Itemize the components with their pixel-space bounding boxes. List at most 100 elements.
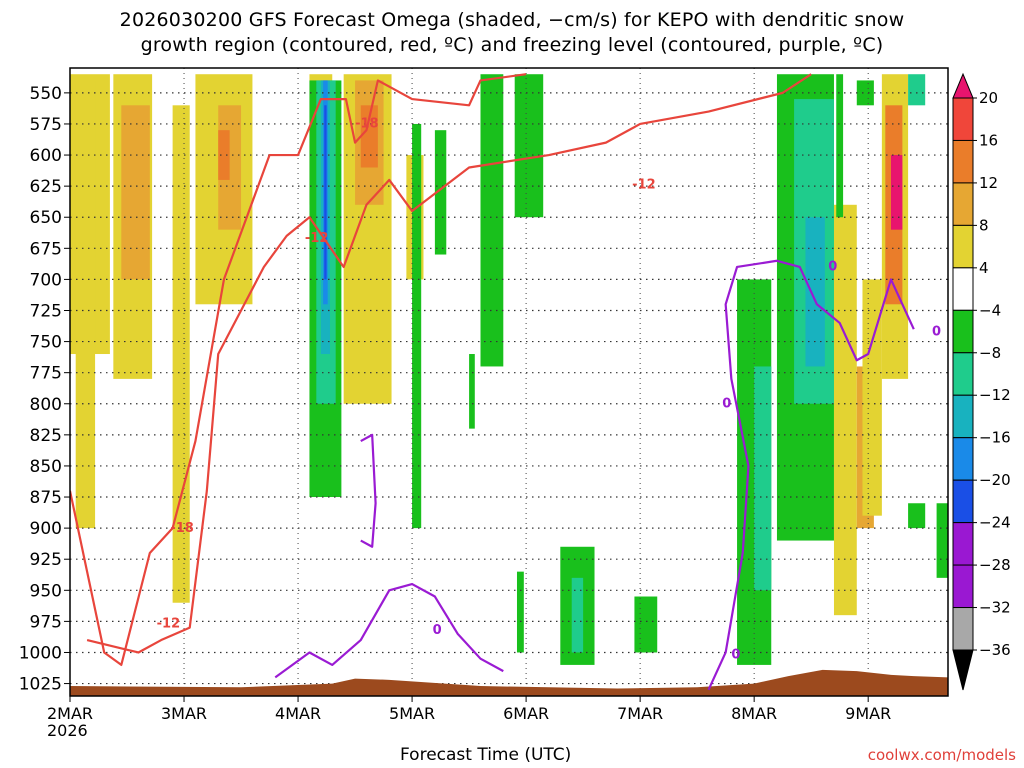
- y-tick-label-950: 950: [30, 581, 62, 601]
- omega-shading: [70, 74, 948, 665]
- colorbar-bin-9: [952, 479, 974, 524]
- y-tick-label-600: 600: [30, 146, 62, 166]
- ground-fill: [70, 669, 948, 696]
- y-tick-label-650: 650: [30, 208, 62, 228]
- contour-lines: -18 -18 -12 -12 -12 0 0 0 0 0: [70, 73, 941, 691]
- colorbar-label-2: 12: [979, 174, 998, 192]
- colorbar-bin-10: [952, 522, 974, 566]
- dgz-label-b: -18: [355, 117, 379, 132]
- colorbar-bin-6: [952, 352, 974, 396]
- colorbar-bin-5: [952, 309, 974, 354]
- freezing-line-1: [360, 433, 377, 548]
- colorbar-bin-2: [952, 182, 974, 226]
- omega-region-31: [805, 217, 825, 367]
- omega-region-1: [75, 80, 96, 529]
- dgz-line--18: [70, 73, 527, 667]
- y-tick-label-1025: 1025: [19, 675, 62, 695]
- colorbar-label-13: −36: [979, 641, 1011, 659]
- x-tick-label-3MAR: 3MAR: [161, 704, 207, 723]
- colorbar-bin-0: [952, 97, 974, 141]
- omega-region-34: [856, 80, 874, 106]
- dgz-label-d: -12: [305, 231, 329, 246]
- dgz-label-a: -18: [170, 521, 194, 536]
- colorbar-label-10: −24: [979, 514, 1011, 532]
- y-tick-label-875: 875: [30, 488, 62, 508]
- y-tick-label-550: 550: [30, 84, 62, 104]
- x-tick-label-9MAR: 9MAR: [845, 704, 891, 723]
- freezing-label-d: 0: [731, 648, 740, 663]
- freezing-line-2: [707, 259, 915, 691]
- colorbar-bin-11: [952, 564, 974, 609]
- colorbar-label-8: −16: [979, 429, 1011, 447]
- colorbar-label-7: −12: [979, 386, 1011, 404]
- colorbar-label-0: 20: [979, 89, 998, 107]
- omega-region-32: [833, 204, 857, 616]
- y-tick-label-625: 625: [30, 177, 62, 197]
- source-credit: coolwx.com/models: [867, 746, 1016, 764]
- colorbar-bin-3: [952, 224, 974, 269]
- y-tick-label-675: 675: [30, 239, 62, 259]
- y-tick-label-800: 800: [30, 395, 62, 415]
- colorbar-top-arrow: [952, 72, 974, 99]
- x-axis: 2MAR 3MAR 4MAR 5MAR 6MAR 7MAR 8MAR 9MAR: [47, 696, 891, 723]
- omega-region-28: [754, 366, 772, 591]
- y-tick-label-725: 725: [30, 301, 62, 321]
- dgz-line--12: [86, 73, 812, 654]
- dgz-label-e: -12: [632, 178, 656, 193]
- omega-region-42: [908, 503, 926, 529]
- x-tick-label-2MAR: 2MAR: [47, 704, 93, 723]
- freezing-line-0: [274, 582, 504, 679]
- omega-region-43: [936, 503, 948, 578]
- y-tick-label-975: 975: [30, 612, 62, 632]
- y-tick-label-1000: 1000: [19, 643, 62, 663]
- colorbar-bin-4: [952, 267, 974, 311]
- y-tick-label-775: 775: [30, 364, 62, 384]
- omega-region-23: [516, 571, 524, 653]
- x-tick-label-8MAR: 8MAR: [731, 704, 777, 723]
- omega-region-20: [469, 354, 475, 429]
- omega-region-18: [412, 123, 422, 529]
- freezing-label-a: 0: [433, 623, 442, 638]
- colorbar-bin-7: [952, 394, 974, 439]
- freezing-label-c: 0: [722, 396, 731, 411]
- colorbar-label-6: −8: [979, 344, 1001, 362]
- colorbar-label-9: −20: [979, 471, 1011, 489]
- colorbar-label-4: 4: [979, 259, 989, 277]
- colorbar-bin-12: [952, 607, 974, 651]
- y-tick-label-925: 925: [30, 550, 62, 570]
- colorbar-bin-1: [952, 139, 974, 184]
- omega-region-33: [836, 74, 844, 218]
- omega-region-37: [862, 279, 882, 516]
- ground-surface: [70, 669, 948, 696]
- y-axis: 550 575 600 625 650 675 700 725 750 775 800 825 850 8…: [19, 84, 70, 695]
- omega-region-7: [218, 130, 230, 180]
- chart-title-line1: 2026030200 GFS Forecast Omega (shaded, −…: [119, 9, 905, 31]
- y-tick-label-700: 700: [30, 270, 62, 290]
- omega-region-19: [434, 130, 447, 255]
- x-tick-label-4MAR: 4MAR: [275, 704, 321, 723]
- omega-region-13: [324, 105, 327, 280]
- colorbar-label-1: 16: [979, 131, 998, 149]
- dgz-label-c: -12: [157, 617, 181, 632]
- x-tick-label-5MAR: 5MAR: [389, 704, 435, 723]
- y-tick-label-750: 750: [30, 333, 62, 353]
- omega-region-41: [908, 74, 926, 106]
- colorbar-bottom-arrow: [952, 649, 974, 691]
- gridlines: [70, 68, 948, 696]
- plot-frame: [69, 67, 949, 697]
- omega-region-22: [514, 74, 544, 218]
- y-tick-label-575: 575: [30, 115, 62, 135]
- y-tick-label-825: 825: [30, 426, 62, 446]
- colorbar: 20 16 12 8 4 −4 −8 −12 −16 −20 −24 −28 −32 −36: [952, 72, 1011, 691]
- colorbar-bin-8: [952, 437, 974, 481]
- omega-region-16: [360, 105, 378, 168]
- colorbar-label-12: −32: [979, 599, 1011, 617]
- omega-region-21: [480, 74, 504, 367]
- x-tick-label-6MAR: 6MAR: [503, 704, 549, 723]
- colorbar-label-3: 8: [979, 216, 989, 234]
- omega-region-25: [571, 577, 584, 653]
- colorbar-label-5: −4: [979, 301, 1001, 319]
- y-tick-label-900: 900: [30, 519, 62, 539]
- x-tick-label-7MAR: 7MAR: [617, 704, 663, 723]
